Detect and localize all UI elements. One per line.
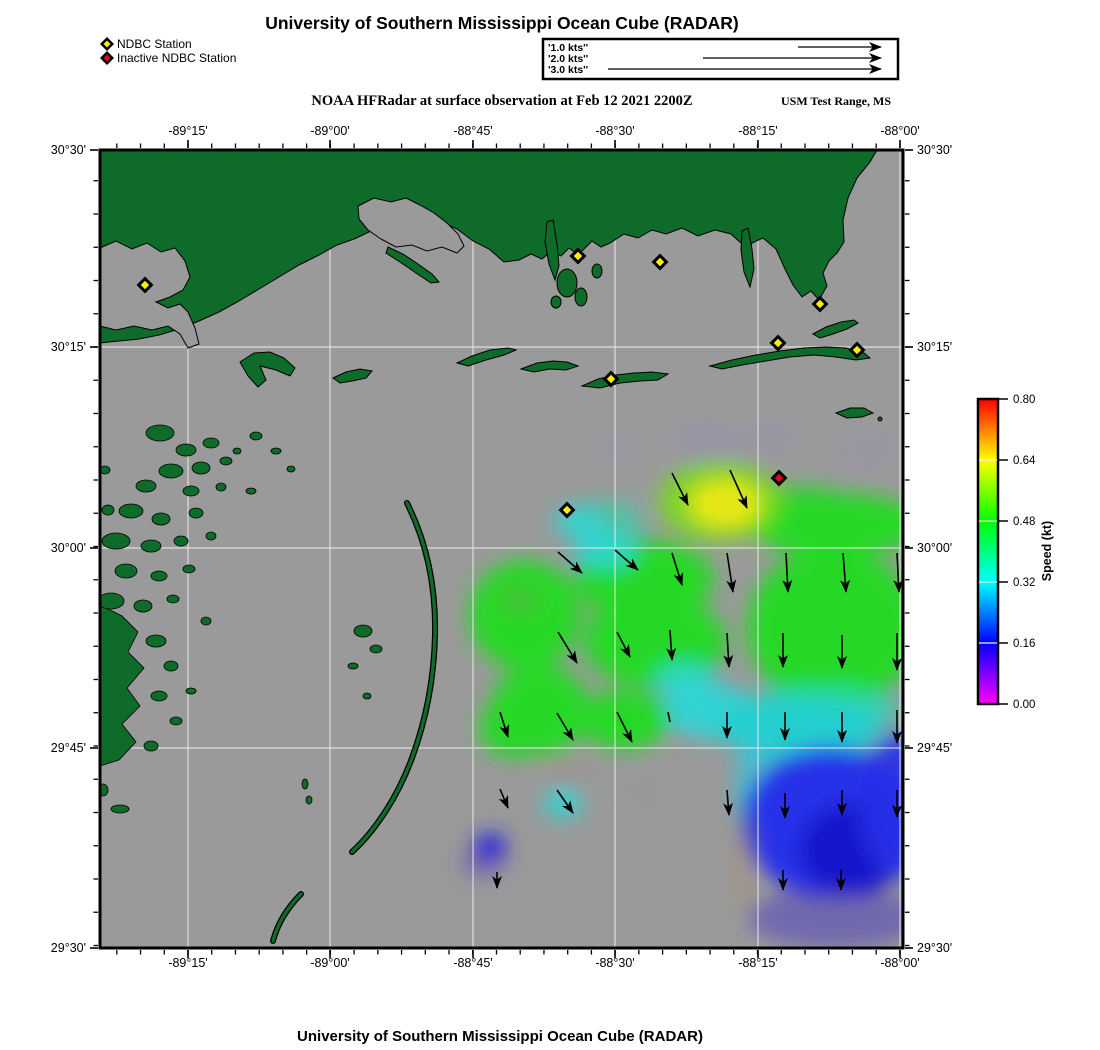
x-tick-label: -89°15'	[168, 124, 207, 138]
y-tick-label: 30°00'	[51, 541, 86, 555]
current-vector	[671, 472, 689, 506]
current-vector	[666, 629, 677, 661]
colorbar: 0.80 0.64 0.48 0.32 0.16 0.00 Speed (kt)	[976, 394, 1054, 711]
current-vector	[723, 789, 734, 816]
x-tick-label: -89°15'	[168, 956, 207, 970]
map-frame	[98, 148, 905, 950]
colorbar-tick-label: 0.16	[1013, 638, 1035, 650]
scale-row-label: '2.0 kts''	[548, 53, 588, 65]
current-vectors	[492, 469, 904, 891]
current-vector	[840, 552, 851, 593]
axis-ticks-labels: -89°15' -89°15' -89°00' -89°00' -88°45' -88°4…	[51, 124, 952, 970]
map-subtitle: NOAA HFRadar at surface observation at F…	[311, 93, 692, 109]
ndbc-station-marker	[602, 370, 620, 388]
lake-borgne	[357, 197, 465, 254]
current-vector	[671, 552, 684, 586]
borgne-spit	[385, 246, 440, 284]
mainland-coast	[99, 149, 878, 344]
footer-title: University of Southern Mississippi Ocean…	[297, 1028, 703, 1045]
colorbar-tick-label: 0.64	[1013, 455, 1036, 467]
ndbc-station-marker	[569, 247, 587, 265]
y-tick-label: 30°30'	[917, 143, 952, 157]
colorbar-tick-label: 0.48	[1013, 516, 1035, 528]
ndbc-station-icon-fill	[103, 40, 111, 48]
region-label: USM Test Range, MS	[781, 94, 891, 108]
y-tick-label: 29°30'	[51, 941, 86, 955]
current-vector	[498, 788, 509, 809]
land-masses	[99, 149, 883, 422]
x-tick-label: -88°15'	[738, 956, 777, 970]
barrier-island	[811, 319, 859, 339]
colorbar-tick-label: 0.80	[1013, 394, 1035, 406]
current-vector	[557, 551, 583, 574]
current-vector	[557, 631, 578, 664]
colorbar-tick-label: 0.00	[1013, 699, 1035, 711]
ndbc-station-marker	[136, 276, 154, 294]
current-vector	[726, 552, 737, 593]
legend-label-active: NDBC Station	[117, 37, 192, 51]
current-vector	[893, 552, 904, 593]
ndbc-station-marker	[769, 334, 787, 352]
barrier-island	[332, 368, 373, 384]
peninsula-east	[740, 227, 755, 289]
x-tick-label: -88°45'	[453, 956, 492, 970]
current-vector	[729, 469, 748, 509]
x-tick-label: -88°15'	[738, 124, 777, 138]
barrier-island	[708, 346, 872, 370]
current-vector	[614, 549, 639, 571]
x-tick-label: -88°45'	[453, 124, 492, 138]
barrier-island	[239, 351, 296, 388]
legend: NDBC Station Inactive NDBC Station	[100, 37, 236, 65]
y-tick-label: 29°45'	[917, 741, 952, 755]
arc-islets	[301, 624, 383, 805]
page-title: University of Southern Mississippi Ocean…	[265, 13, 739, 33]
current-vector	[723, 632, 734, 668]
barrier-island	[519, 360, 580, 373]
current-vector	[616, 711, 633, 743]
peninsula-west	[544, 219, 560, 282]
ndbc-station-marker	[558, 501, 576, 519]
marsh-islands	[99, 424, 296, 814]
scale-row-label: '3.0 kts''	[548, 64, 588, 76]
map-plot: -89°15' -89°15' -89°00' -89°00' -88°45' -88°4…	[51, 124, 952, 970]
ndbc-stations	[136, 247, 866, 519]
inactive-ndbc-station-marker	[770, 469, 788, 487]
ndbc-station-marker	[651, 253, 669, 271]
colorbar-tick-label: 0.32	[1013, 577, 1035, 589]
y-tick-label: 29°45'	[51, 741, 86, 755]
x-tick-label: -89°00'	[310, 124, 349, 138]
x-tick-label: -89°00'	[310, 956, 349, 970]
west-bay	[99, 240, 200, 349]
current-vector	[782, 552, 793, 593]
y-tick-label: 30°30'	[51, 143, 86, 157]
current-vector	[667, 711, 671, 723]
inactive-ndbc-station-icon-fill	[103, 54, 111, 62]
current-vector	[556, 789, 574, 814]
scale-row-label: '1.0 kts''	[548, 42, 588, 54]
island-arc	[270, 500, 439, 944]
current-vector	[616, 631, 631, 658]
ndbc-station-marker	[848, 341, 866, 359]
y-tick-label: 29°30'	[917, 941, 952, 955]
y-tick-label: 30°15'	[51, 340, 86, 354]
y-tick-label: 30°15'	[917, 340, 952, 354]
current-vector	[499, 711, 510, 738]
x-tick-label: -88°30'	[595, 124, 634, 138]
x-tick-label: -88°00'	[880, 124, 919, 138]
ndbc-station-marker	[811, 295, 829, 313]
current-vector	[556, 712, 574, 741]
x-tick-label: -88°30'	[595, 956, 634, 970]
colorbar-title: Speed (kt)	[1040, 521, 1054, 581]
vector-scale-box: '1.0 kts'''2.0 kts'''3.0 kts''	[541, 37, 900, 81]
barrier-island	[455, 347, 518, 367]
legend-label-inactive: Inactive NDBC Station	[117, 51, 236, 65]
x-tick-label: -88°00'	[880, 956, 919, 970]
y-tick-label: 30°00'	[917, 541, 952, 555]
colorbar-gradient	[976, 397, 1000, 706]
barrier-island	[834, 407, 875, 419]
